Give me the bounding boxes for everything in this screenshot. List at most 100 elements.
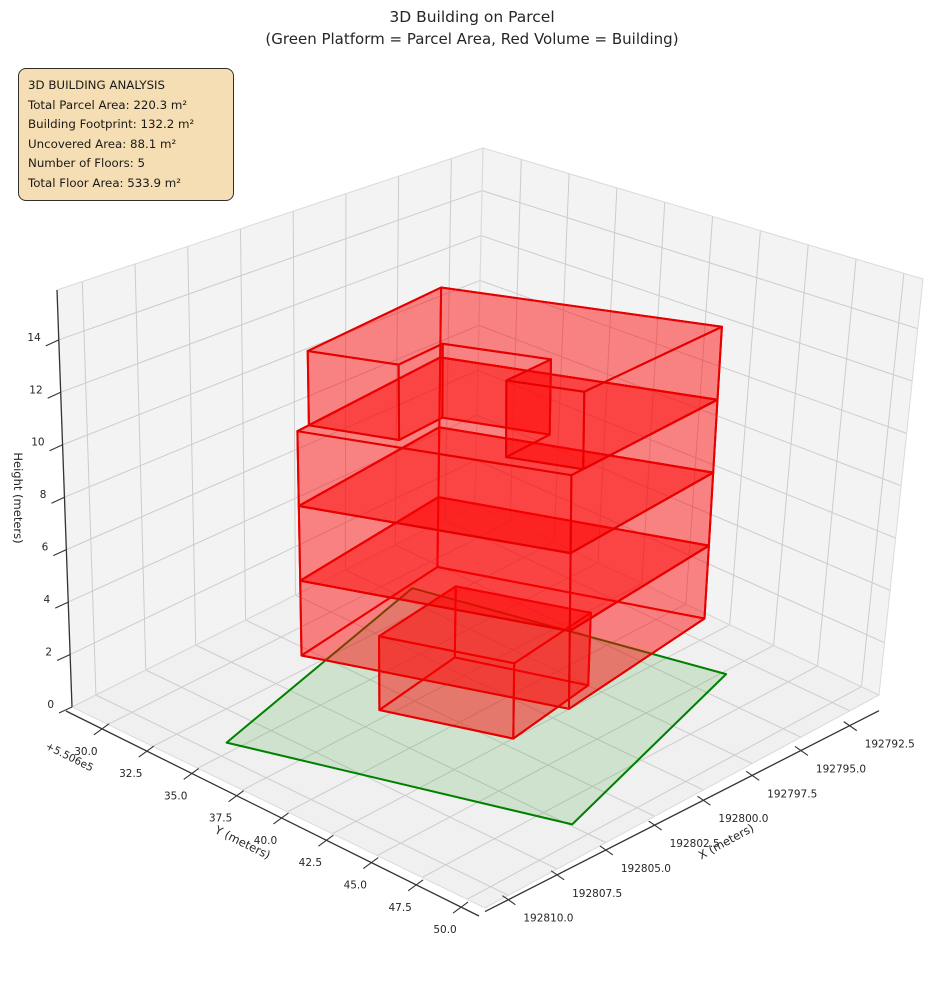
- y-gridline-wall: [817, 259, 857, 667]
- x-axis-tick: [843, 721, 858, 732]
- floor-5-top-face: [306, 286, 723, 393]
- right-wall-pane: [475, 148, 923, 695]
- x-gridline-floor: [95, 694, 509, 896]
- x-gridline-wall: [239, 228, 247, 621]
- y-axis-tick: [318, 834, 334, 847]
- info-line-uncovered-area: Uncovered Area: 88.1 m²: [28, 136, 177, 151]
- z-gridline-right-wall: [477, 369, 896, 539]
- x-gridline-wall: [394, 176, 400, 546]
- y-gridline-floor: [107, 521, 511, 725]
- y-axis-tick-label: 40.0: [254, 835, 277, 847]
- y-gridline-floor: [421, 665, 818, 878]
- x-axis-tick-label: 192797.5: [767, 788, 817, 800]
- x-axis-tick-label: 192800.0: [718, 813, 768, 825]
- z-axis-line: [56, 289, 73, 708]
- floor-pane: [72, 505, 879, 908]
- y-gridline-floor: [242, 583, 643, 791]
- x-gridline-wall: [444, 158, 452, 521]
- y-axis-tick: [183, 767, 200, 780]
- y-axis-tick: [228, 790, 244, 803]
- y-gridline-floor: [197, 562, 599, 769]
- y-gridline-wall: [773, 244, 809, 646]
- z-axis-tick-label: 0: [47, 699, 54, 711]
- x-axis-line: [484, 710, 880, 913]
- z-gridline-right-wall: [481, 190, 918, 330]
- y-gridline-floor: [466, 686, 862, 900]
- z-gridline-right-wall: [480, 235, 913, 382]
- z-axis-tick-label: 8: [40, 489, 47, 501]
- x-gridline-wall: [292, 211, 296, 596]
- pane-edge: [474, 147, 924, 696]
- z-axis-tick-label: 2: [45, 647, 52, 659]
- z-axis-tick: [53, 549, 67, 557]
- y-gridline-floor: [377, 644, 774, 857]
- z-axis-tick: [58, 706, 73, 714]
- x-axis-tick: [794, 746, 809, 756]
- x-gridline-wall: [187, 246, 197, 646]
- y-axis-tick-label: 30.0: [74, 746, 97, 758]
- y-gridline-wall: [553, 173, 570, 543]
- z-gridline-left-wall: [60, 235, 482, 393]
- chart-title: 3D Building on Parcel: [389, 8, 555, 26]
- z-gridline-left-wall: [62, 280, 481, 446]
- chart-subtitle: (Green Platform = Parcel Area, Red Volum…: [265, 30, 679, 48]
- y-axis-tick-label: 45.0: [344, 880, 367, 892]
- x-gridline-floor: [245, 619, 655, 817]
- info-line-number-of-floors: Number of Floors: 5: [28, 156, 145, 170]
- y-gridline-wall: [729, 230, 761, 625]
- analysis-info-box: 3D BUILDING ANALYSIS Total Parcel Area: …: [18, 68, 234, 201]
- x-gridline-floor: [394, 544, 802, 738]
- z-axis-tick-label: 12: [29, 384, 42, 396]
- z-axis-tick-label: 14: [27, 332, 41, 344]
- y-axis-tick: [452, 901, 469, 914]
- x-gridline-floor: [145, 669, 558, 870]
- y-gridline-wall: [860, 273, 905, 687]
- x-gridline-floor: [444, 519, 850, 712]
- z-gridline-right-wall: [479, 280, 907, 434]
- x-gridline-wall: [81, 281, 97, 696]
- x-axis-tick-label: 192810.0: [523, 913, 573, 925]
- z-gridline-left-wall: [58, 190, 483, 341]
- z-gridline-right-wall: [478, 324, 902, 487]
- x-axis-tick: [697, 795, 711, 806]
- x-axis-tick: [550, 870, 565, 881]
- y-axis-tick-label: 47.5: [388, 902, 411, 914]
- z-axis-tick: [47, 391, 61, 399]
- y-axis-tick-label: 32.5: [119, 768, 142, 780]
- x-gridline-floor: [195, 644, 607, 844]
- z-gridline-left-wall: [68, 414, 478, 603]
- x-axis-tick-label: 192802.5: [670, 838, 720, 850]
- y-gridline-wall: [597, 187, 618, 563]
- floor-5-wall-face: [306, 350, 401, 441]
- z-axis-tick: [56, 654, 71, 662]
- y-gridline-floor: [332, 624, 730, 835]
- z-axis-tick: [45, 339, 60, 347]
- y-gridline-floor: [287, 603, 687, 813]
- y-axis-tick-label: 42.5: [299, 857, 322, 869]
- y-axis-tick: [273, 812, 289, 825]
- z-gridline-left-wall: [69, 459, 477, 655]
- left-wall-pane: [57, 148, 483, 707]
- x-axis-tick-label: 192807.5: [572, 888, 622, 900]
- z-axis-tick: [54, 601, 69, 609]
- y-axis-tick-label: 35.0: [164, 790, 187, 802]
- x-axis-tick: [599, 845, 614, 856]
- y-axis-tick-label: 37.5: [209, 813, 232, 825]
- z-axis-tick-label: 6: [42, 542, 49, 554]
- info-line-building-footprint: Building Footprint: 132.2 m²: [28, 117, 195, 131]
- info-line-parcel-area: Total Parcel Area: 220.3 m²: [28, 97, 188, 112]
- y-axis-tick: [138, 745, 155, 758]
- z-axis-tick-label: 10: [31, 437, 44, 449]
- x-gridline-wall: [134, 263, 147, 671]
- x-axis-tick-label: 192795.0: [816, 763, 866, 775]
- z-axis-tick: [49, 444, 63, 452]
- chart-title-block: 3D Building on Parcel (Green Platform = …: [0, 8, 944, 48]
- x-axis-tick: [502, 895, 516, 906]
- y-axis-tick: [362, 857, 379, 869]
- x-axis-tick-label: 192792.5: [865, 739, 915, 751]
- z-gridline-left-wall: [66, 369, 479, 551]
- info-line-heading: 3D BUILDING ANALYSIS: [28, 78, 166, 92]
- z-axis-label: Height (meters): [11, 452, 25, 543]
